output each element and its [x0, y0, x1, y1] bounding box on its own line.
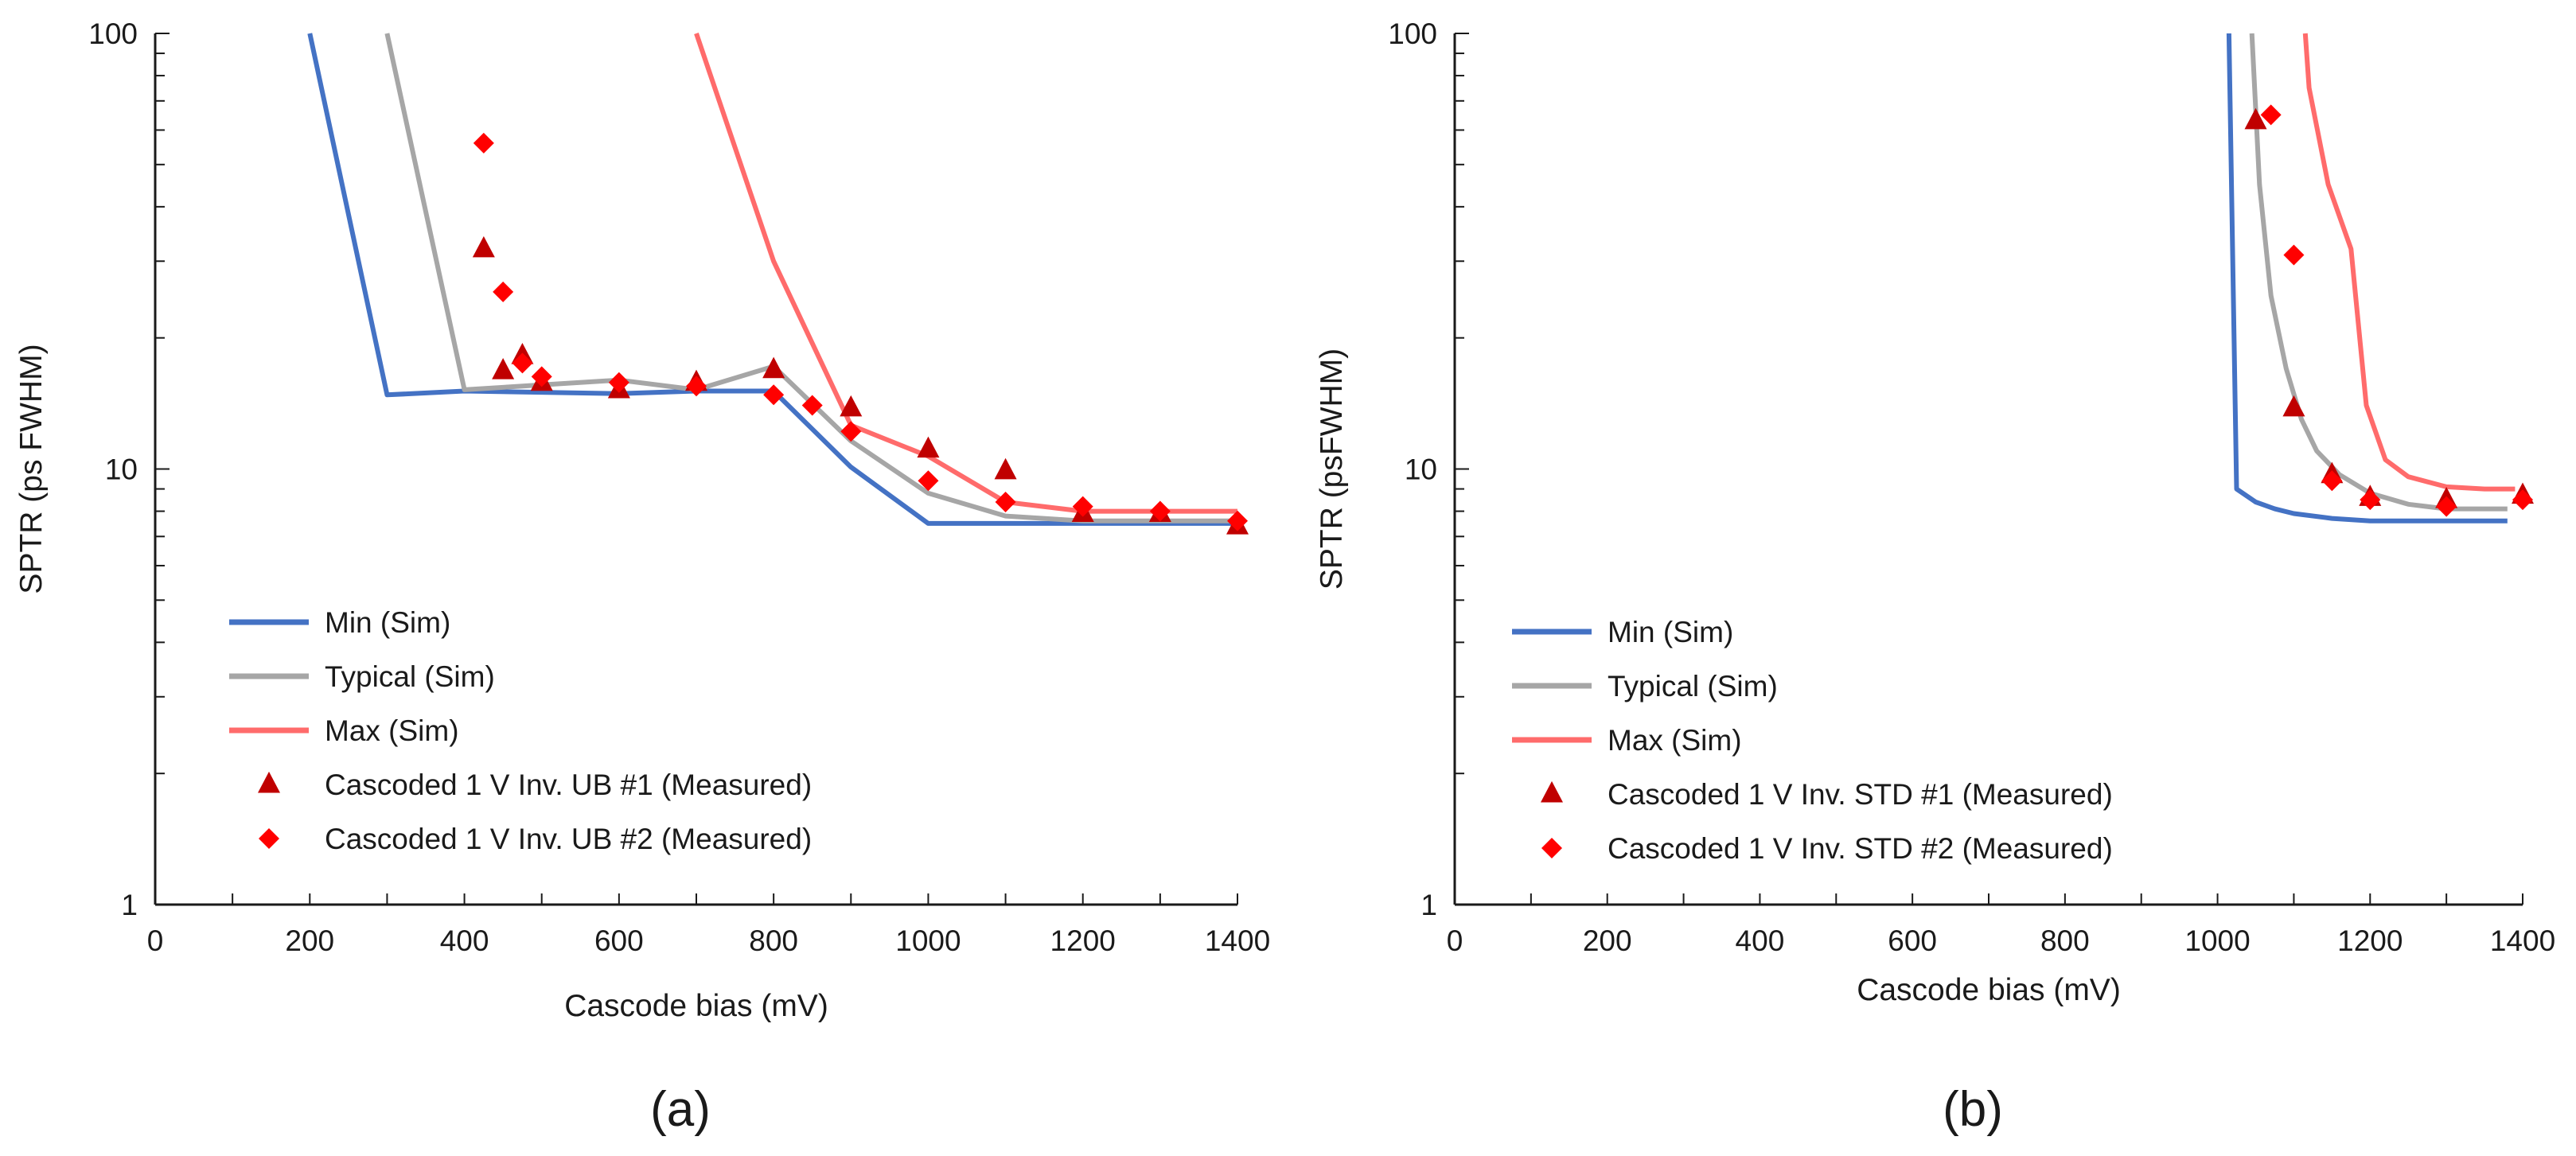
data-point-triangle — [472, 235, 495, 258]
legend-label: Typical (Sim) — [1608, 670, 1778, 703]
x-tick-label: 1000 — [895, 924, 961, 957]
legend-label: Min (Sim) — [325, 606, 450, 639]
y-tick-label: 10 — [1405, 453, 1437, 486]
legend-label: Cascoded 1 V Inv. STD #2 (Measured) — [1608, 832, 2113, 865]
x-tick-label: 1400 — [2490, 924, 2555, 957]
legend-swatch-diamond — [1541, 838, 1562, 858]
plot-area — [2226, 33, 2516, 524]
x-tick-label: 600 — [594, 924, 644, 957]
data-point-diamond — [608, 372, 629, 393]
legend-label: Min (Sim) — [1608, 616, 1733, 648]
panel-a: 0 200 400 600 800 1000 1200 1400 1 10 100 Cascode b… — [14, 18, 1270, 1137]
series-line-max-sim- — [694, 33, 1237, 514]
data-point-diamond — [801, 395, 823, 416]
x-axis-title: Cascode bias (mV) — [1857, 973, 2121, 1007]
series-line-typical-sim- — [2249, 33, 2508, 512]
y-axis-title: SPTR (psFWHM) — [1315, 348, 1349, 590]
data-point-triangle — [840, 395, 863, 417]
x-tick-label: 1400 — [1205, 924, 1270, 957]
y-tick-label: 1 — [1421, 889, 1437, 921]
data-point-triangle — [917, 436, 940, 458]
data-point-triangle — [994, 457, 1017, 480]
data-point-diamond — [512, 352, 533, 374]
panel-caption: (a) — [650, 1082, 711, 1137]
data-point-diamond — [918, 470, 939, 492]
legend-swatch-triangle — [1541, 780, 1563, 803]
data-point-diamond — [1072, 496, 1093, 517]
legend-label: Cascoded 1 V Inv. UB #2 (Measured) — [325, 823, 812, 855]
data-point-diamond — [995, 491, 1016, 512]
data-point-diamond — [2283, 244, 2305, 266]
legend-label: Max (Sim) — [325, 714, 459, 747]
x-tick-label: 200 — [285, 924, 334, 957]
data-point-triangle — [2244, 107, 2267, 130]
legend-label: Typical (Sim) — [325, 660, 495, 693]
x-tick-label: 200 — [1583, 924, 1632, 957]
panel-caption: (b) — [1943, 1082, 2003, 1137]
data-point-diamond — [2512, 489, 2533, 511]
data-point-diamond — [2360, 489, 2381, 511]
x-tick-label: 0 — [147, 924, 164, 957]
data-point-diamond — [686, 376, 707, 397]
x-tick-label: 800 — [2040, 924, 2090, 957]
data-point-diamond — [763, 384, 785, 406]
y-tick-label: 1 — [121, 889, 138, 921]
x-tick-label: 400 — [1736, 924, 1785, 957]
y-axis-title: SPTR (ps FWHM) — [14, 344, 49, 594]
x-tick-label: 600 — [1888, 924, 1937, 957]
series-line-min-sim- — [307, 33, 1237, 526]
legend-label: Max (Sim) — [1608, 724, 1742, 757]
data-point-diamond — [1227, 510, 1248, 531]
x-tick-label: 0 — [1447, 924, 1463, 957]
data-point-diamond — [473, 132, 494, 154]
data-point-triangle — [492, 358, 515, 379]
legend-swatch-diamond — [259, 828, 279, 849]
y-tick-label: 100 — [1388, 18, 1437, 50]
legend: Min (Sim) Typical (Sim) Max (Sim) Cascoded … — [1512, 616, 2113, 865]
series-line-typical-sim- — [384, 33, 1237, 524]
data-point-diamond — [840, 421, 862, 442]
x-tick-label: 1200 — [1050, 924, 1116, 957]
x-tick-label: 800 — [749, 924, 798, 957]
legend-label: Cascoded 1 V Inv. STD #1 (Measured) — [1608, 778, 2113, 811]
legend-swatch-triangle — [258, 771, 280, 793]
data-point-diamond — [2260, 104, 2282, 126]
data-point-triangle — [762, 356, 785, 379]
data-point-diamond — [531, 366, 552, 387]
data-point-diamond — [1149, 500, 1171, 522]
data-point-diamond — [493, 281, 514, 302]
plot-area — [307, 33, 1237, 526]
x-axis-title: Cascode bias (mV) — [564, 989, 828, 1023]
legend: Min (Sim) Typical (Sim) Max (Sim) Cascoded … — [229, 606, 812, 855]
x-tick-label: 1000 — [2184, 924, 2250, 957]
y-tick-label: 10 — [105, 453, 138, 486]
series-line-min-sim- — [2226, 33, 2508, 524]
x-tick-label: 400 — [440, 924, 489, 957]
series-line-max-sim- — [2302, 33, 2516, 492]
data-point-diamond — [2321, 470, 2343, 492]
data-point-triangle — [2282, 395, 2305, 417]
x-tick-label: 1200 — [2337, 924, 2403, 957]
data-point-diamond — [2436, 496, 2457, 517]
panel-b: 0 200 400 600 800 1000 1200 1400 1 10 100 Cascode b… — [1315, 18, 2555, 1137]
legend-label: Cascoded 1 V Inv. UB #1 (Measured) — [325, 769, 812, 801]
y-tick-label: 100 — [88, 18, 138, 50]
